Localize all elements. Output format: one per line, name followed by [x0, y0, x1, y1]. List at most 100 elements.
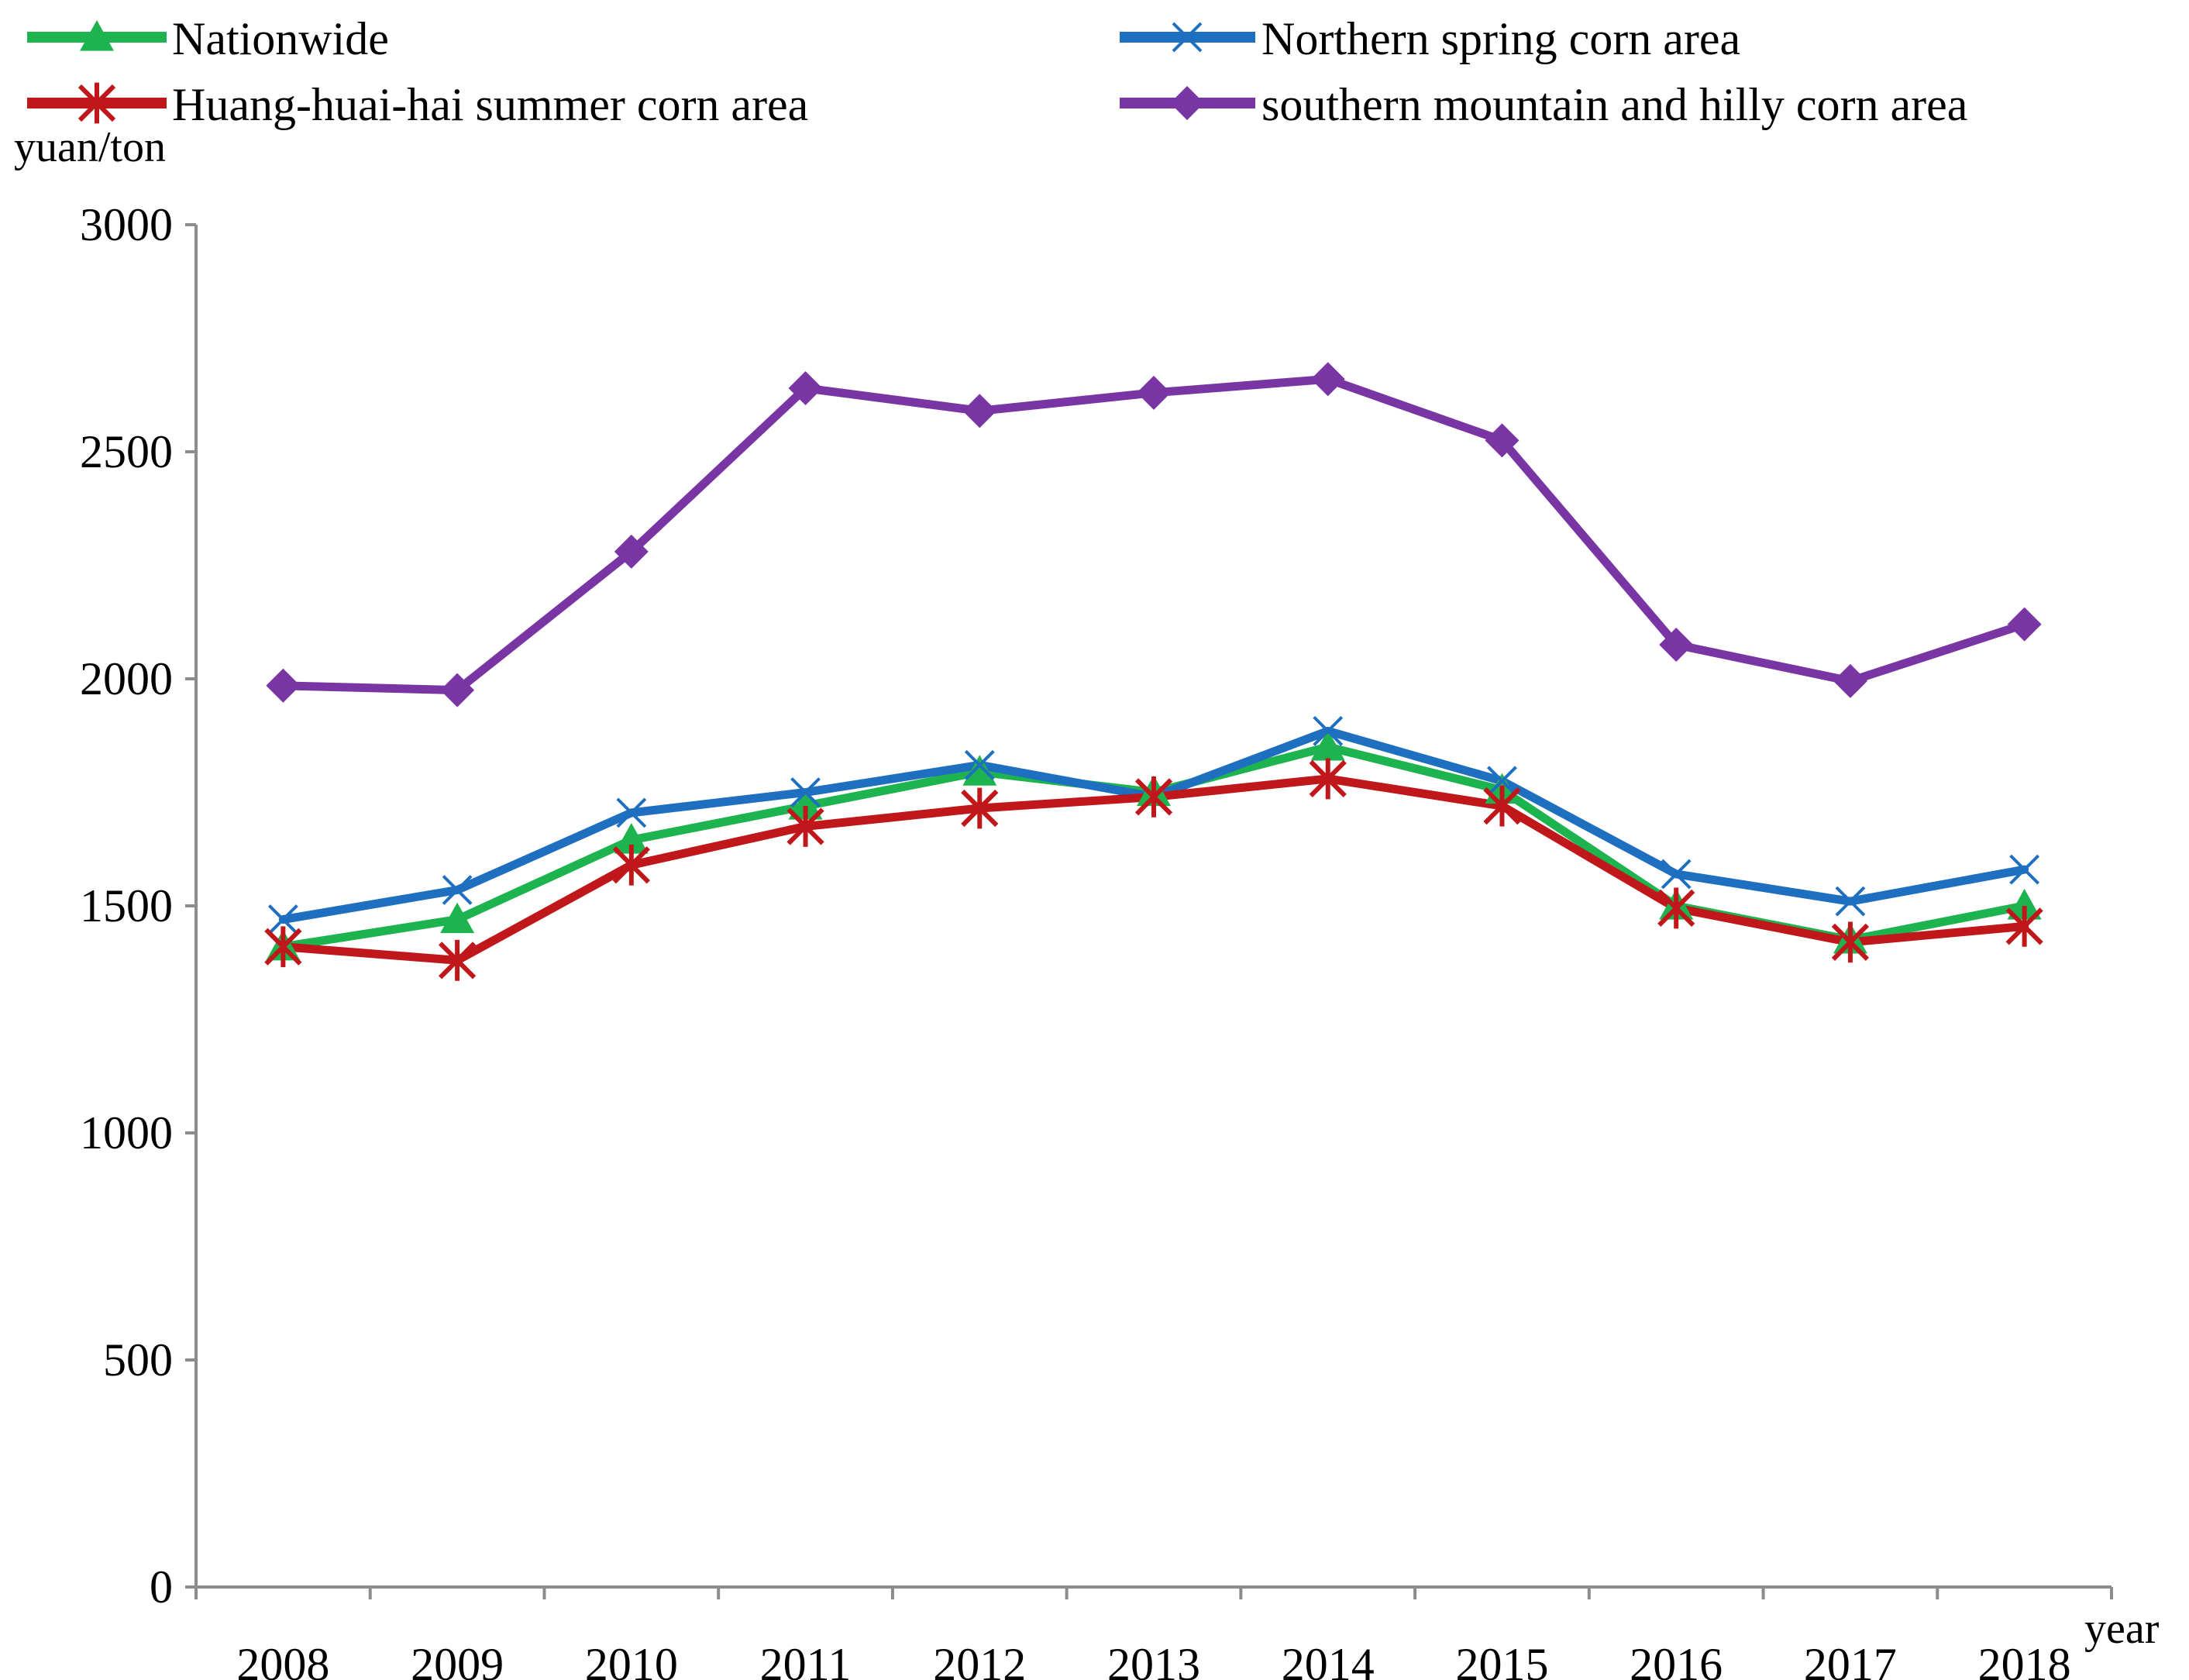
legend-label-huang-huai-hai: Huang-huai-hai summer corn area	[172, 79, 808, 130]
legend-label-northern-spring: Northern spring corn area	[1261, 13, 1740, 64]
legend-marker-huang-huai-hai	[77, 82, 116, 124]
legend-marker-southern-mountain-glyph	[1170, 86, 1204, 120]
series-line-northern-spring-corn-area	[278, 726, 2029, 924]
x-tick-label-2009: 2009	[411, 1639, 504, 1680]
point-nationwide-2009	[440, 902, 475, 934]
legend-marker-northern-spring-glyph-stroke-b	[1172, 22, 1203, 53]
point-northern-spring-corn-area-2016-stroke-b	[1661, 859, 1692, 890]
point-southern-mountain-and-hilly-corn-area-2010-shape	[614, 534, 649, 569]
legend-marker-northern-spring	[1172, 22, 1203, 53]
x-axis-label: year	[2084, 1605, 2160, 1653]
point-northern-spring-corn-area-2011-stroke-b	[790, 777, 821, 807]
legend-marker-nationwide-glyph	[80, 20, 114, 51]
point-northern-spring-corn-area-2018	[2009, 854, 2040, 885]
point-southern-mountain-and-hilly-corn-area-2011-shape	[788, 370, 823, 405]
point-northern-spring-corn-area-2014	[1313, 715, 1344, 746]
x-tick-label-2017: 2017	[1804, 1639, 1897, 1680]
point-nationwide-2018-shape	[2007, 889, 2042, 920]
point-huang-huai-hai-summer-corn-area-2008	[264, 926, 302, 968]
y-tick-label-0: 0	[150, 1561, 173, 1613]
point-southern-mountain-and-hilly-corn-area-2009	[440, 673, 475, 707]
point-nationwide-2014-shape	[1310, 729, 1345, 761]
x-tick-label-2015: 2015	[1455, 1639, 1548, 1680]
point-nationwide-2011	[788, 789, 823, 820]
series-markers	[264, 362, 2043, 981]
series-line-southern-mountain-and-hilly-corn-area	[278, 374, 2029, 695]
legend-marker-huang-huai-hai-glyph	[77, 82, 116, 124]
legend-marker-northern-spring-glyph	[1172, 22, 1203, 53]
x-tick-label-2010: 2010	[585, 1639, 678, 1680]
point-nationwide-2011-shape	[788, 789, 823, 820]
y-tick-label-2000: 2000	[80, 653, 173, 704]
point-southern-mountain-and-hilly-corn-area-2009-shape	[440, 673, 475, 707]
point-huang-huai-hai-summer-corn-area-2018	[2005, 905, 2043, 947]
point-nationwide-2012-shape	[962, 755, 997, 786]
x-tick-label-2012: 2012	[933, 1639, 1026, 1680]
point-nationwide-2009-shape	[440, 902, 475, 934]
x-tick-label-2014: 2014	[1282, 1639, 1375, 1680]
legend: Nationwide Northern spring corn area Hua…	[27, 13, 1967, 130]
point-huang-huai-hai-summer-corn-area-2011	[786, 806, 824, 847]
point-huang-huai-hai-summer-corn-area-2012	[961, 787, 999, 829]
y-tick-label-500: 500	[103, 1334, 173, 1386]
point-huang-huai-hai-summer-corn-area-2013	[1134, 776, 1173, 818]
point-southern-mountain-and-hilly-corn-area-2014	[1310, 362, 1345, 397]
point-northern-spring-corn-area-2009-stroke-b	[442, 875, 473, 905]
point-northern-spring-corn-area-2008-stroke-b	[267, 904, 298, 935]
point-northern-spring-corn-area-2017	[1835, 886, 1866, 917]
point-huang-huai-hai-summer-corn-area-2015	[1483, 785, 1521, 827]
point-nationwide-2010-shape	[614, 823, 649, 854]
point-northern-spring-corn-area-2010-stroke-b	[616, 797, 647, 828]
point-southern-mountain-and-hilly-corn-area-2016-shape	[1659, 628, 1694, 663]
legend-item-northern-spring: Northern spring corn area	[1120, 13, 1740, 64]
legend-marker-southern-mountain	[1170, 86, 1204, 120]
point-nationwide-2010	[614, 823, 649, 854]
point-huang-huai-hai-summer-corn-area-2009	[438, 939, 477, 981]
point-southern-mountain-and-hilly-corn-area-2011	[788, 370, 823, 405]
point-southern-mountain-and-hilly-corn-area-2012-shape	[962, 394, 997, 429]
point-northern-spring-corn-area-2009	[442, 875, 473, 905]
y-axis-label: yuan/ton	[14, 123, 166, 171]
point-southern-mountain-and-hilly-corn-area-2015	[1485, 423, 1520, 458]
point-southern-mountain-and-hilly-corn-area-2012	[962, 394, 997, 429]
point-nationwide-2018	[2007, 889, 2042, 920]
point-huang-huai-hai-summer-corn-area-2014	[1309, 758, 1347, 800]
x-tick-label-2011: 2011	[760, 1639, 852, 1680]
legend-label-nationwide: Nationwide	[172, 13, 389, 64]
x-tick-label-2018: 2018	[1978, 1639, 2071, 1680]
x-tick-label-2013: 2013	[1107, 1639, 1200, 1680]
point-huang-huai-hai-summer-corn-area-2010	[612, 844, 650, 886]
point-southern-mountain-and-hilly-corn-area-2008	[266, 668, 301, 703]
legend-item-southern-mountain: southern mountain and hilly corn area	[1120, 79, 1967, 130]
y-tick-label-1000: 1000	[80, 1107, 173, 1158]
point-northern-spring-corn-area-2016	[1661, 859, 1692, 890]
legend-item-nationwide: Nationwide	[27, 13, 389, 64]
point-huang-huai-hai-summer-corn-area-2017	[1831, 921, 1870, 963]
point-nationwide-2014	[1310, 729, 1345, 761]
point-southern-mountain-and-hilly-corn-area-2017-shape	[1833, 663, 1867, 698]
point-southern-mountain-and-hilly-corn-area-2008-shape	[266, 668, 301, 703]
point-northern-spring-corn-area-2012	[964, 749, 995, 780]
legend-marker-southern-mountain-glyph-shape	[1170, 86, 1204, 120]
legend-item-huang-huai-hai: Huang-huai-hai summer corn area	[27, 79, 808, 130]
point-nationwide-2012	[962, 755, 997, 786]
point-northern-spring-corn-area-2011	[790, 777, 821, 807]
point-southern-mountain-and-hilly-corn-area-2010	[614, 534, 649, 569]
legend-marker-nationwide	[80, 20, 114, 51]
series-lines	[278, 374, 2029, 965]
x-tick-label-2008: 2008	[236, 1639, 329, 1680]
point-northern-spring-corn-area-2008	[267, 904, 298, 935]
x-ticks: 2008 2009 2010 2011 2012 2013 2014 2015 2016 2017…	[194, 1587, 2113, 1680]
point-northern-spring-corn-area-2015-stroke-b	[1487, 766, 1517, 797]
legend-label-southern-mountain: southern mountain and hilly corn area	[1261, 79, 1967, 130]
y-tick-label-2500: 2500	[80, 426, 173, 477]
point-southern-mountain-and-hilly-corn-area-2013	[1137, 375, 1171, 410]
point-northern-spring-corn-area-2017-stroke-b	[1835, 886, 1866, 917]
point-southern-mountain-and-hilly-corn-area-2016	[1659, 628, 1694, 663]
point-southern-mountain-and-hilly-corn-area-2017	[1833, 663, 1867, 698]
point-northern-spring-corn-area-2015	[1487, 766, 1517, 797]
point-huang-huai-hai-summer-corn-area-2016	[1657, 887, 1695, 929]
point-southern-mountain-and-hilly-corn-area-2018	[2007, 607, 2042, 642]
y-ticks: 0 500 1000 1500 2000 2500 3000	[80, 199, 196, 1613]
